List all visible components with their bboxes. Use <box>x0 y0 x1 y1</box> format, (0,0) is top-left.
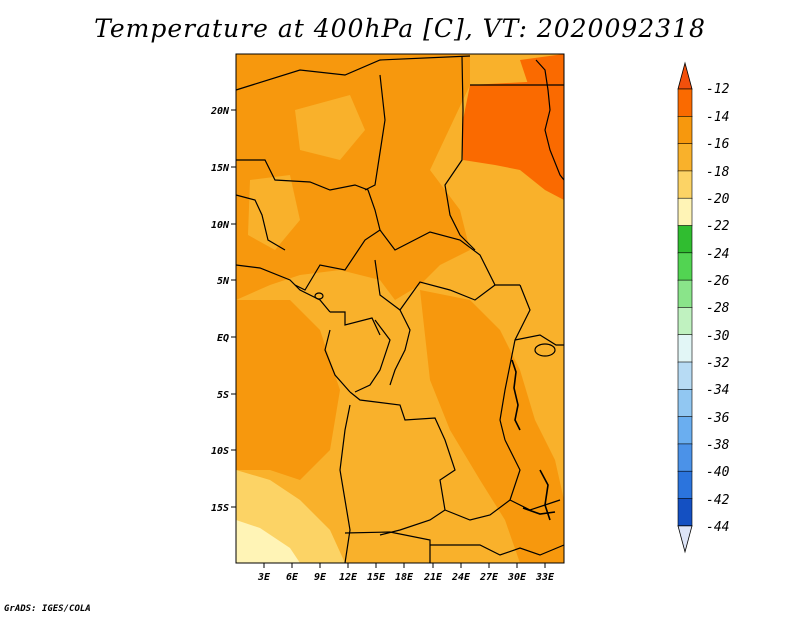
latitude-axis: 20N 15N 10N 5N EQ 5S 10S 15S <box>210 106 236 514</box>
colorbar-label: -44 <box>706 520 730 535</box>
colorbar-bin <box>677 116 693 145</box>
colorbar-top-triangle <box>677 61 693 90</box>
border-chad-sudan <box>444 55 476 251</box>
border-benin-togo <box>235 194 286 251</box>
lake-small <box>314 292 324 300</box>
colorbar-bin <box>677 498 693 527</box>
country-borders <box>235 55 565 564</box>
border-zambia-tanzania <box>504 439 561 511</box>
lat-label-eq: EQ <box>217 333 229 344</box>
colorbar-bottom-triangle <box>677 525 693 554</box>
colorbar <box>677 61 693 554</box>
colorbar-bin <box>677 225 693 254</box>
colorbar-label: -28 <box>706 301 730 316</box>
temperature-field <box>236 54 564 563</box>
lon-label-30e: 30E <box>507 572 527 583</box>
colorbar-bin <box>677 252 693 281</box>
border-gabon-cameroon <box>330 311 381 336</box>
lon-label-6e: 6E <box>286 572 299 583</box>
border-drc-angola <box>349 391 456 536</box>
field-minus14-to-minus16-east <box>420 290 564 563</box>
river-congo-ubangi <box>389 309 411 386</box>
field-minus14-to-minus16-west <box>236 300 340 480</box>
field-patch-sahara <box>295 95 365 160</box>
lat-label-15s: 15S <box>211 503 229 514</box>
border-zambia-drc <box>444 499 511 521</box>
colorbar-label: -22 <box>706 219 730 234</box>
colorbar-label: -30 <box>706 329 730 344</box>
colorbar-label: -32 <box>706 356 730 371</box>
field-patch-west-africa <box>248 175 300 250</box>
lon-label-21e: 21E <box>423 572 443 583</box>
colorbar-label: -40 <box>706 465 730 480</box>
lon-label-33e: 33E <box>535 572 555 583</box>
field-minus12-to-minus14 <box>462 80 564 200</box>
longitude-axis: 3E 6E 9E 12E 15E 18E 21E 24E 27E 30E 33E <box>257 563 555 583</box>
colorbar-label: -42 <box>706 493 730 508</box>
border-uganda-kenya <box>514 334 564 346</box>
lon-label-27e: 27E <box>479 572 499 583</box>
lat-label-5s: 5S <box>217 390 229 401</box>
colorbar-label: -16 <box>706 137 730 152</box>
colorbar-bin <box>677 470 693 500</box>
coastline-red-sea <box>535 59 565 181</box>
coastline-gabon <box>324 329 351 393</box>
grads-credit: GrADS: IGES/COLA <box>4 604 91 614</box>
border-niger-chad <box>364 74 386 191</box>
lake-tanganyika <box>511 359 521 431</box>
colorbar-label: -26 <box>706 274 730 289</box>
border-congo <box>354 319 391 393</box>
lake-kariba <box>522 507 556 515</box>
border-nigeria <box>236 159 381 291</box>
colorbar-bin <box>677 334 693 363</box>
border-north <box>235 55 471 91</box>
lon-label-9e: 9E <box>314 572 327 583</box>
colorbar-label: -36 <box>706 411 730 426</box>
lat-label-10s: 10S <box>211 446 229 457</box>
colorbar-label: -20 <box>706 192 730 207</box>
colorbar-bin <box>677 416 693 445</box>
colorbar-bin <box>677 361 693 391</box>
colorbar-label: -12 <box>706 82 730 97</box>
lon-label-12e: 12E <box>339 572 358 583</box>
colorbar-bin <box>677 443 693 472</box>
border-namibia <box>344 531 431 563</box>
field-minus14-to-minus16-north <box>236 54 470 300</box>
colorbar-bin <box>677 170 693 199</box>
lat-label-15n: 15N <box>211 163 230 174</box>
colorbar-bin <box>677 143 693 172</box>
field-minus20-to-minus22 <box>236 520 300 563</box>
colorbar-bin <box>677 307 693 336</box>
chart-title: Temperature at 400hPa [C], VT: 202009231… <box>94 14 706 43</box>
border-car-south <box>374 259 496 311</box>
colorbar-bin <box>677 279 693 309</box>
lat-label-20n: 20N <box>210 106 230 117</box>
field-minus12-to-minus14-top <box>520 54 564 90</box>
lon-label-15e: 15E <box>367 572 386 583</box>
colorbar-label: -38 <box>706 438 730 453</box>
colorbar-bin <box>677 197 693 227</box>
lat-label-10n: 10N <box>211 220 230 231</box>
colorbar-bin <box>677 88 693 118</box>
coastline-gulf-of-guinea <box>235 264 331 313</box>
colorbar-bin <box>677 388 693 418</box>
colorbar-label: -24 <box>706 247 730 262</box>
colorbar-label: -18 <box>706 165 730 180</box>
border-south <box>430 544 565 556</box>
map-frame <box>235 53 565 564</box>
lon-label-18e: 18E <box>395 572 414 583</box>
border-drc-east <box>499 284 531 441</box>
colorbar-label: -34 <box>706 383 730 398</box>
coastline-angola <box>339 404 351 564</box>
lake-victoria <box>534 343 556 357</box>
colorbar-label: -14 <box>706 110 730 125</box>
lon-label-24e: 24E <box>451 572 471 583</box>
lon-label-3e: 3E <box>257 572 271 583</box>
lat-label-5n: 5N <box>217 276 230 287</box>
